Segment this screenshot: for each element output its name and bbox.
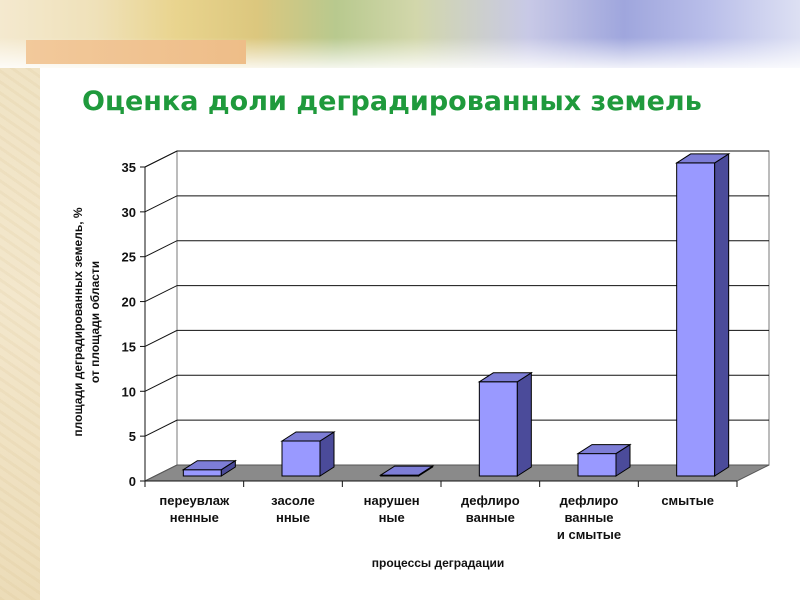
y-tick-label: 0 — [129, 474, 136, 489]
x-category-label: засоле нные — [271, 493, 315, 525]
gridline — [144, 329, 769, 347]
bar-top — [674, 153, 731, 164]
back-wall — [176, 150, 770, 466]
bar-front — [478, 381, 518, 477]
bar-side — [516, 371, 532, 477]
y-tick-label: 5 — [129, 429, 136, 444]
bar-front — [676, 162, 716, 477]
y-tick-label: 35 — [122, 160, 136, 175]
gridline — [144, 150, 769, 168]
bar — [280, 431, 336, 477]
x-category-label: переувлаж ненные — [159, 493, 230, 525]
x-axis-categories: переувлаж ненные засоле нные нарушен ные дефли… — [159, 493, 714, 542]
y-axis-title: площади деградированных земель, % от площ… — [71, 207, 102, 436]
y-tick-label: 15 — [122, 339, 136, 354]
chart-floor — [144, 464, 770, 487]
gridline — [144, 195, 769, 213]
bar — [576, 443, 632, 477]
bar-top — [378, 465, 435, 476]
bar-top — [576, 444, 632, 455]
chart-gridlines — [144, 150, 769, 437]
gridline — [144, 240, 769, 258]
bar-top — [181, 460, 238, 471]
gridline — [144, 419, 769, 437]
bar — [477, 371, 534, 477]
y-tick-label: 30 — [122, 205, 136, 220]
orange-accent-bar — [26, 40, 246, 64]
x-category-label: нарушен ные — [364, 493, 420, 525]
y-tick-label: 25 — [122, 250, 136, 265]
bar-front — [577, 453, 617, 477]
side-wall — [144, 150, 178, 482]
floor-plane — [144, 464, 770, 482]
bar — [378, 465, 435, 477]
left-decorative-strip — [0, 0, 40, 600]
bar-top — [477, 372, 534, 383]
chart-bars — [181, 152, 731, 477]
bar — [181, 459, 238, 477]
y-axis: 0 5 10 15 20 25 30 35 — [122, 160, 146, 489]
y-tick-label: 20 — [122, 295, 136, 310]
gridline — [144, 285, 769, 303]
gridline — [144, 374, 769, 392]
x-category-label: дефлиро ванные — [461, 493, 520, 525]
bar — [674, 152, 731, 477]
x-category-label: смытые — [661, 493, 714, 508]
bar-top — [280, 431, 336, 442]
y-tick-label: 10 — [122, 384, 136, 399]
chart-walls — [144, 150, 770, 482]
x-category-label: дефлиро ванные и смытые — [557, 493, 621, 542]
page-title: Оценка доли деградированных земель — [82, 86, 702, 117]
x-axis-title: процессы деградации — [372, 556, 504, 570]
bar-side — [714, 152, 730, 477]
bar-front — [182, 469, 222, 477]
bar-front — [281, 440, 321, 477]
